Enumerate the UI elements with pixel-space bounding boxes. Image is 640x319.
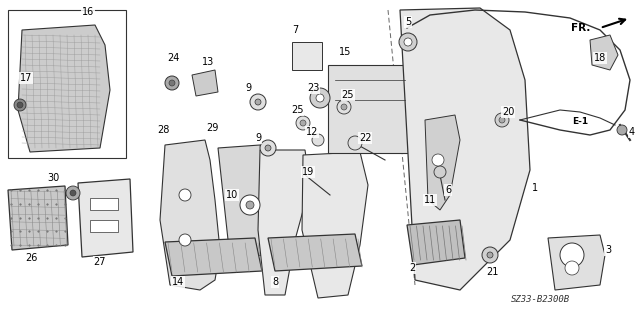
Bar [8, 10, 126, 158]
Text: 29: 29 [206, 123, 218, 133]
Polygon shape [18, 25, 110, 152]
Text: 2: 2 [409, 263, 415, 273]
Text: 17: 17 [20, 73, 32, 83]
Text: 25: 25 [291, 105, 303, 115]
Circle shape [240, 195, 260, 215]
Polygon shape [78, 179, 133, 257]
Polygon shape [400, 8, 530, 290]
Polygon shape [425, 115, 460, 210]
Text: SZ33-B2300B: SZ33-B2300B [511, 295, 570, 305]
Text: 24: 24 [167, 53, 179, 63]
Circle shape [260, 140, 276, 156]
Text: 18: 18 [594, 53, 606, 63]
Circle shape [14, 99, 26, 111]
Text: 28: 28 [157, 125, 169, 135]
Circle shape [17, 102, 23, 108]
Polygon shape [165, 238, 262, 276]
Text: 15: 15 [339, 47, 351, 57]
Bar [90, 198, 118, 210]
Text: 14: 14 [172, 277, 184, 287]
Text: 3: 3 [605, 245, 611, 255]
Text: 4: 4 [629, 127, 635, 137]
Circle shape [312, 134, 324, 146]
Circle shape [404, 38, 412, 46]
Text: 30: 30 [47, 173, 59, 183]
Text: 12: 12 [306, 127, 318, 137]
Text: 8: 8 [272, 277, 278, 287]
Circle shape [337, 100, 351, 114]
Text: 9: 9 [245, 83, 251, 93]
Bar [292, 42, 322, 70]
Circle shape [399, 33, 417, 51]
Text: 6: 6 [445, 185, 451, 195]
Circle shape [300, 120, 306, 126]
Circle shape [169, 80, 175, 86]
Text: 22: 22 [359, 133, 371, 143]
Polygon shape [218, 145, 270, 258]
Circle shape [341, 104, 347, 110]
Text: 25: 25 [342, 90, 355, 100]
Text: 20: 20 [502, 107, 514, 117]
Circle shape [165, 76, 179, 90]
Circle shape [495, 113, 509, 127]
Circle shape [434, 166, 446, 178]
Text: 23: 23 [307, 83, 319, 93]
Circle shape [482, 247, 498, 263]
Text: 7: 7 [292, 25, 298, 35]
Circle shape [565, 261, 579, 275]
Circle shape [316, 94, 324, 102]
Circle shape [179, 234, 191, 246]
Bar [90, 220, 118, 232]
Polygon shape [258, 150, 310, 295]
Polygon shape [407, 220, 465, 265]
Text: 10: 10 [226, 190, 238, 200]
Circle shape [487, 252, 493, 258]
Polygon shape [548, 235, 605, 290]
Circle shape [255, 99, 261, 105]
Circle shape [265, 145, 271, 151]
Circle shape [499, 117, 505, 123]
Text: 26: 26 [25, 253, 37, 263]
Text: 9: 9 [255, 133, 261, 143]
Circle shape [432, 154, 444, 166]
Text: 19: 19 [302, 167, 314, 177]
Polygon shape [192, 70, 218, 96]
Text: 11: 11 [424, 195, 436, 205]
Circle shape [66, 186, 80, 200]
Circle shape [617, 125, 627, 135]
Text: 5: 5 [405, 17, 411, 27]
Text: 16: 16 [82, 7, 94, 17]
Circle shape [348, 136, 362, 150]
Bar [328, 65, 410, 153]
Polygon shape [302, 152, 368, 298]
Text: E-1: E-1 [572, 117, 588, 127]
Text: 13: 13 [202, 57, 214, 67]
Circle shape [179, 189, 191, 201]
Polygon shape [8, 186, 68, 250]
Circle shape [246, 201, 254, 209]
Polygon shape [590, 35, 618, 70]
Text: FR.: FR. [571, 23, 590, 33]
Circle shape [560, 243, 584, 267]
Text: 1: 1 [532, 183, 538, 193]
Circle shape [310, 88, 330, 108]
Polygon shape [160, 140, 220, 290]
Polygon shape [268, 234, 362, 271]
Text: 21: 21 [486, 267, 498, 277]
Circle shape [70, 190, 76, 196]
Circle shape [296, 116, 310, 130]
Circle shape [250, 94, 266, 110]
Text: 27: 27 [93, 257, 106, 267]
